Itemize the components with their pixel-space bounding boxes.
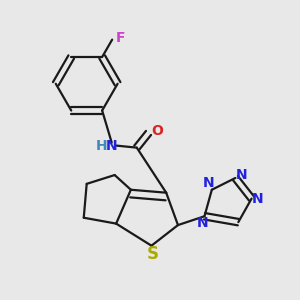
Text: F: F	[116, 31, 125, 45]
Text: N: N	[197, 216, 209, 230]
Text: H: H	[96, 139, 107, 153]
Text: N: N	[106, 139, 118, 153]
Text: O: O	[152, 124, 163, 138]
Text: N: N	[236, 168, 248, 182]
Text: N: N	[252, 192, 264, 206]
Text: N: N	[203, 176, 215, 190]
Text: S: S	[147, 245, 159, 263]
